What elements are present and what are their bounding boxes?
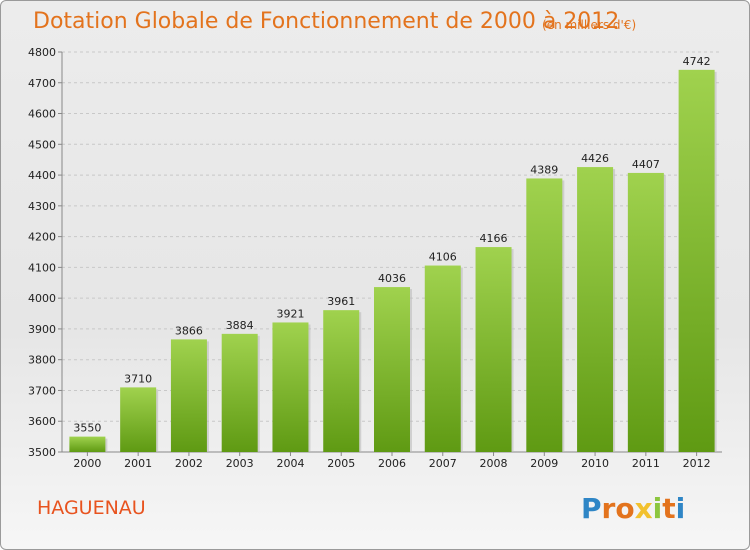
data-label: 4407 [632,158,660,171]
x-axis-ticks: 2000 2001 2002 2003 2004 2005 2006 2007 2008 2009… [73,452,711,470]
data-label: 4426 [581,152,609,165]
logo-letter: i [652,492,663,525]
y-tick-label: 4300 [28,200,56,213]
y-tick-label: 4600 [28,108,56,121]
logo-letter: t [662,492,676,525]
y-tick-label: 3500 [28,446,56,459]
logo-letter: i [675,492,686,525]
logo-letter: P [581,492,602,525]
x-tick-label: 2007 [429,457,457,470]
y-tick-label: 4000 [28,292,56,305]
y-tick-label: 4100 [28,261,56,274]
y-tick-label: 3700 [28,384,56,397]
data-label: 3710 [124,372,152,385]
data-label: 4036 [378,272,406,285]
data-label: 4389 [530,163,558,176]
bar-2011 [627,172,664,452]
y-tick-label: 4500 [28,138,56,151]
x-tick-label: 2008 [480,457,508,470]
logo-letter: x [634,492,653,525]
x-tick-label: 2011 [632,457,660,470]
bars [69,69,717,453]
x-tick-label: 2006 [378,457,406,470]
x-tick-label: 2004 [276,457,304,470]
data-label: 3550 [73,422,101,435]
bar-2004 [272,322,309,452]
data-label: 4166 [480,232,508,245]
bar-2002 [170,339,207,452]
x-tick-label: 2009 [530,457,558,470]
bar-2003 [221,333,258,452]
x-tick-label: 2012 [683,457,711,470]
y-tick-label: 4200 [28,231,56,244]
y-tick-label: 4800 [28,46,56,59]
x-tick-label: 2005 [327,457,355,470]
bar-2010 [577,167,614,453]
bar-2008 [475,247,512,452]
chart-unit-note: (en milliers d'€) [542,18,637,32]
bar-2000 [69,436,106,452]
x-tick-label: 2000 [73,457,101,470]
x-tick-label: 2010 [581,457,609,470]
bar-2009 [526,178,563,452]
x-tick-label: 2002 [175,457,203,470]
bar-2005 [323,310,360,452]
chart-title: Dotation Globale de Fonctionnement de 20… [33,9,620,34]
y-tick-label: 3800 [28,354,56,367]
x-tick-label: 2003 [226,457,254,470]
y-axis-ticks: 3500 3600 3700 3800 3900 4000 4100 4200 4300 4400… [28,46,62,459]
x-tick-label: 2001 [124,457,152,470]
data-label: 3884 [226,319,254,332]
logo-letter: o [615,492,635,525]
bar-2007 [424,265,461,452]
y-tick-label: 3900 [28,323,56,336]
bar-2001 [120,387,157,452]
y-tick-label: 4700 [28,77,56,90]
data-label: 4742 [683,55,711,68]
data-labels: 3550 3710 3866 3884 3921 3961 4036 4106 4166 4389… [73,55,710,435]
y-tick-label: 4400 [28,169,56,182]
y-tick-label: 3600 [28,415,56,428]
logo-letter: r [601,492,616,525]
data-label: 3961 [327,295,355,308]
data-label: 3921 [276,307,304,320]
proxiti-logo: Proxiti [581,492,685,525]
bar-2012 [678,69,715,452]
data-label: 3866 [175,324,203,337]
bar-2006 [374,287,410,452]
data-label: 4106 [429,251,457,264]
city-name: HAGUENAU [37,497,146,519]
